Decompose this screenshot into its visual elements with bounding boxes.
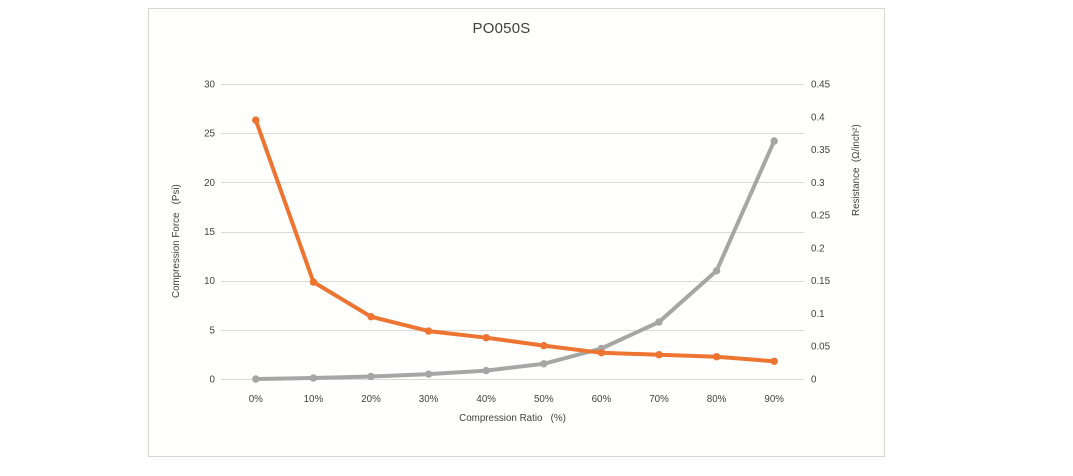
x-axis-title: Compression Ratio (%): [459, 413, 566, 424]
x-tick-label: 20%: [361, 394, 381, 405]
data-point-compression-force-psi-0%: [252, 375, 260, 383]
chart-frame: PO050S Compression Force (Psi) Resistanc…: [148, 8, 885, 457]
y-right-tick-label: 0.25: [811, 211, 831, 222]
x-tick-label: 70%: [649, 394, 669, 405]
data-point-resistance-inch-90%: [770, 357, 778, 365]
x-tick-label: 40%: [476, 394, 496, 405]
data-point-compression-force-psi-10%: [309, 374, 318, 382]
data-point-compression-force-psi-70%: [655, 318, 663, 326]
y-right-tick-label: 0.2: [811, 243, 825, 254]
data-point-resistance-inch-80%: [712, 353, 721, 361]
data-point-resistance-inch-40%: [482, 334, 490, 342]
data-point-resistance-inch-20%: [367, 313, 375, 321]
data-point-compression-force-psi-80%: [712, 267, 721, 275]
data-point-compression-force-psi-30%: [424, 370, 433, 378]
y-left-tick-label: 20: [204, 178, 215, 189]
data-point-resistance-inch-60%: [597, 349, 606, 357]
y-left-tick-label: 15: [204, 227, 215, 238]
data-point-resistance-inch-30%: [424, 327, 433, 335]
data-point-compression-force-psi-20%: [367, 372, 375, 381]
x-tick-label: 0%: [249, 394, 263, 405]
x-tick-label: 50%: [534, 394, 554, 405]
data-point-resistance-inch-10%: [309, 278, 318, 286]
y-right-tick-label: 0.45: [811, 80, 831, 91]
data-point-resistance-inch-70%: [655, 351, 663, 359]
y-right-tick-label: 0.1: [811, 309, 825, 320]
y-right-tick-label: 0.35: [811, 145, 831, 156]
chart-title: PO050S: [472, 20, 531, 37]
y-right-tick-label: 0.4: [811, 112, 825, 123]
data-point-resistance-inch-0%: [252, 116, 260, 124]
series-line-resistance-inch: [253, 118, 777, 364]
x-tick-label: 80%: [707, 394, 727, 405]
y-left-tick-label: 5: [210, 325, 216, 336]
series-line-compression-force-psi: [253, 139, 777, 381]
y-left-tick-label: 30: [204, 80, 215, 91]
data-point-compression-force-psi-90%: [770, 137, 778, 145]
y-right-tick-label: 0.3: [811, 178, 825, 189]
x-tick-label: 60%: [592, 394, 612, 405]
y-right-tick-label: 0: [811, 375, 817, 386]
y-left-tick-label: 10: [204, 276, 215, 287]
x-tick-label: 90%: [764, 394, 784, 405]
y-left-tick-label: 0: [210, 375, 216, 386]
x-tick-label: 30%: [419, 394, 439, 405]
data-point-resistance-inch-50%: [540, 341, 548, 350]
x-tick-label: 10%: [304, 394, 324, 405]
y-right-tick-label: 0.05: [811, 342, 831, 353]
y-left-tick-label: 25: [204, 129, 215, 140]
data-point-compression-force-psi-50%: [540, 360, 548, 368]
data-point-compression-force-psi-40%: [482, 366, 490, 375]
chart-plot: 0 5 10 15 20 25 30 0 0.05 0.1 0.15 0.2 0.25 0.3 0.35 0.…: [204, 80, 831, 406]
y-right-tick-label: 0.15: [811, 276, 831, 287]
